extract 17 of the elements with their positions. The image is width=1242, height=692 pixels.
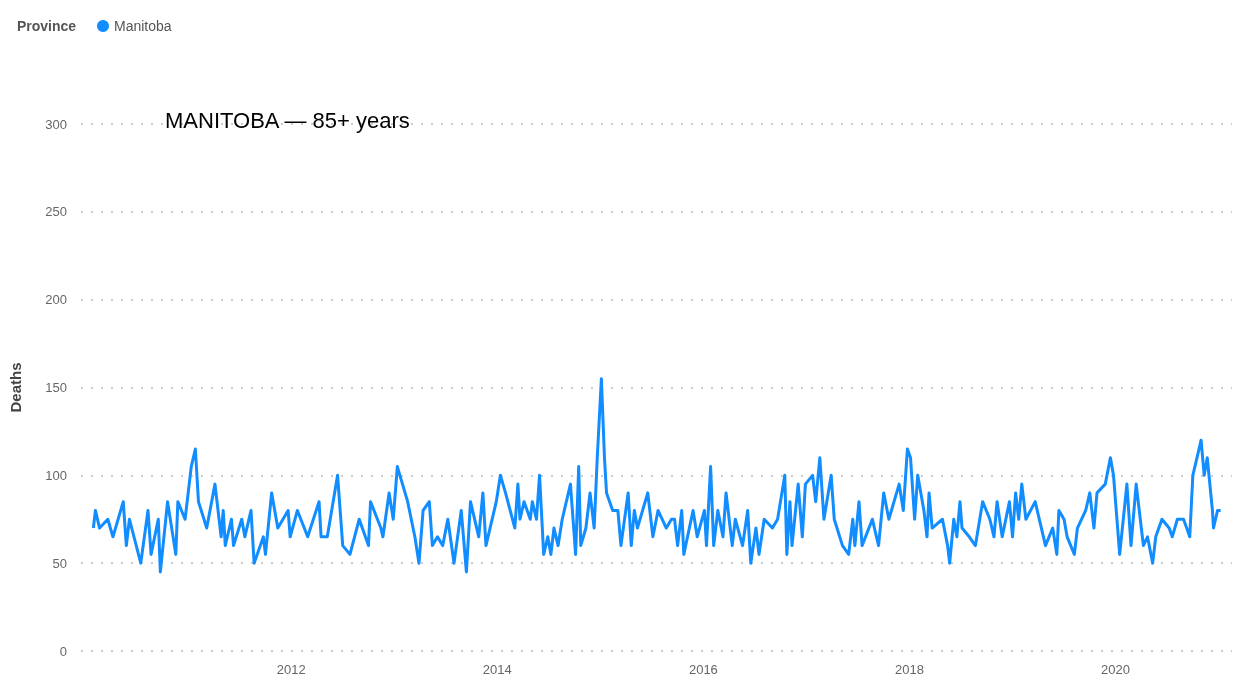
chart-title: MANITOBA — 85+ years [165,107,410,133]
x-tick-label: 2020 [1101,662,1131,677]
y-tick-label: 100 [45,467,67,483]
y-tick-label: 50 [52,555,67,571]
legend-title: Province [17,18,77,34]
x-tick-label: 2018 [895,662,924,677]
legend-label: Manitoba [114,18,172,34]
y-axis-title: Deaths [7,362,24,413]
y-tick-label: 250 [45,204,67,220]
y-tick-label: 200 [45,292,67,308]
x-tick-label: 2012 [276,662,306,677]
y-tick-label: 300 [45,116,67,132]
x-tick-label: 2016 [688,662,718,677]
line-series [91,377,1223,574]
y-tick-label: 150 [45,380,67,395]
x-tick-label: 2014 [482,662,512,677]
y-tick-label: 0 [59,643,67,659]
